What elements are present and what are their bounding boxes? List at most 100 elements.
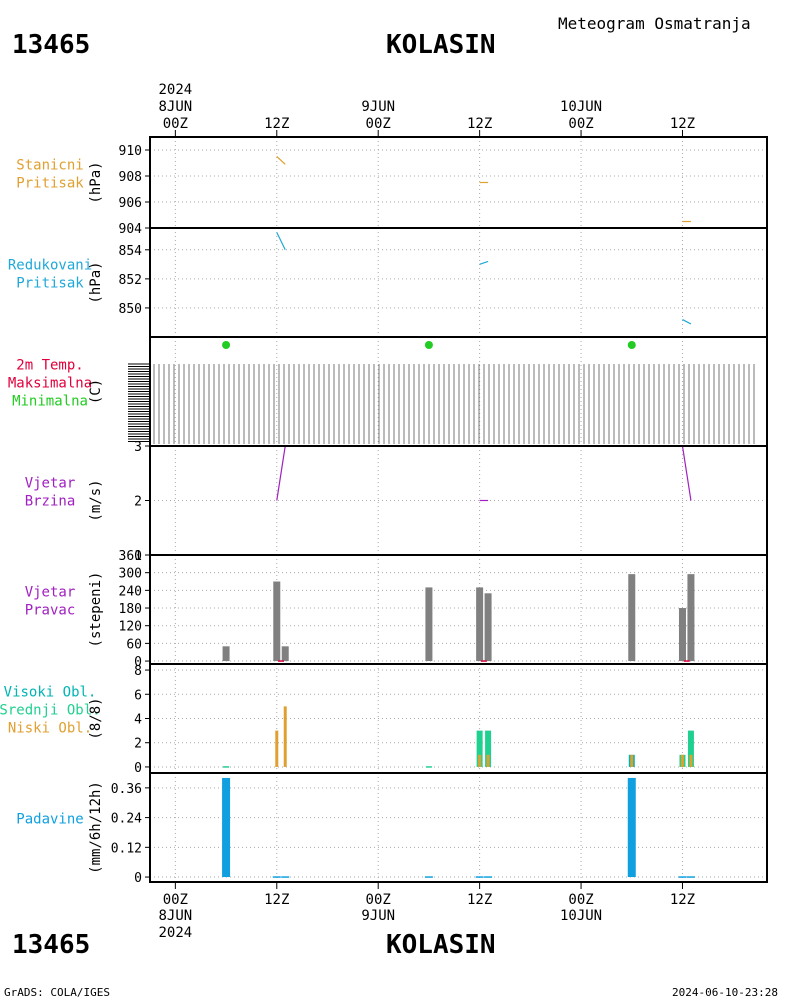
panel-label: Padavine — [16, 812, 83, 828]
y-tick-label: 0.36 — [111, 782, 142, 797]
cloud-low-bar — [283, 706, 287, 767]
wind-direction-bar — [425, 587, 433, 662]
x-date-label: 10JUN — [560, 908, 602, 924]
panel-label: Niski Obl. — [8, 721, 92, 737]
x-tick-label: 00Z — [163, 116, 188, 132]
y-tick-label: 852 — [119, 273, 142, 288]
station-name: KOLASIN — [386, 30, 496, 60]
footer-credit: GrADS: COLA/IGES — [4, 986, 110, 999]
y-tick-label: 180 — [119, 602, 142, 617]
x-year-label: 2024 — [158, 82, 192, 98]
series-line-segment — [681, 445, 692, 501]
x-tick-label: 00Z — [568, 892, 593, 908]
precip-bar — [222, 777, 231, 878]
panel-label: Vjetar — [25, 476, 76, 492]
station-name-bottom: KOLASIN — [386, 930, 496, 960]
x-date-label: 9JUN — [361, 908, 395, 924]
series-line-segment — [276, 156, 286, 165]
y-axis-label: (stepeni) — [88, 572, 104, 648]
panel-label: Brzina — [25, 494, 76, 510]
y-tick-label: 240 — [119, 584, 142, 599]
series-line-segment — [276, 445, 286, 501]
y-tick-label: 3 — [134, 440, 142, 455]
wind-direction-bar — [222, 646, 230, 662]
series-line-segment — [276, 232, 286, 251]
x-date-label: 8JUN — [158, 99, 192, 115]
y-axis-label: (hPa) — [88, 161, 104, 203]
y-tick-label: 0 — [134, 761, 142, 776]
cloud-low-bar — [486, 754, 490, 767]
panel-label: Vjetar — [25, 585, 76, 601]
x-tick-label: 00Z — [568, 116, 593, 132]
y-tick-label: 360 — [119, 549, 142, 564]
temp-min-marker — [222, 341, 231, 349]
y-tick-label: 0 — [134, 655, 142, 670]
panel-label: Stanicni — [16, 158, 83, 174]
station-id: 13465 — [12, 30, 91, 60]
x-date-label: 10JUN — [560, 99, 602, 115]
y-tick-label: 120 — [119, 620, 142, 635]
cloud-low-bar — [478, 754, 482, 767]
x-tick-label: 12Z — [670, 892, 695, 908]
y-tick-label: 4 — [134, 713, 142, 728]
cloud-low-bar — [689, 754, 693, 767]
temp-min-marker — [627, 341, 636, 349]
wind-direction-bar — [281, 646, 289, 662]
x-tick-label: 12Z — [467, 116, 492, 132]
wind-direction-bar — [484, 593, 492, 662]
y-axis-label: (hPa) — [88, 261, 104, 303]
panel-label: Pravac — [25, 603, 76, 619]
series-line-segment — [682, 319, 692, 325]
y-tick-label: 0 — [134, 871, 142, 886]
panel-label: Srednji Obl. — [0, 703, 101, 719]
y-tick-label: 906 — [119, 196, 142, 211]
y-axis-label: (C) — [88, 379, 104, 404]
cloud-mid-bar — [485, 730, 492, 767]
y-tick-label: 6 — [134, 688, 142, 703]
y-tick-label: 8 — [134, 664, 142, 679]
y-tick-label: 0.24 — [111, 812, 142, 827]
cloud-mid-bar — [687, 730, 694, 767]
wind-direction-bar — [273, 581, 281, 662]
x-date-label: 8JUN — [158, 908, 192, 924]
panel-label: Pritisak — [16, 276, 84, 292]
panel-label: 2m Temp. — [16, 358, 83, 374]
x-tick-label: 12Z — [264, 892, 289, 908]
temp-min-marker — [424, 341, 433, 349]
y-tick-label: 2 — [134, 737, 142, 752]
cloud-low-bar — [275, 730, 279, 767]
x-tick-label: 12Z — [264, 116, 289, 132]
y-tick-label: 910 — [119, 144, 142, 159]
wind-direction-bar — [476, 587, 484, 662]
y-tick-label: 2 — [134, 495, 142, 510]
panel-frame — [149, 554, 768, 665]
product-title: Meteogram Osmatranja — [558, 14, 751, 33]
wind-direction-bar — [678, 608, 686, 662]
x-tick-label: 00Z — [366, 116, 391, 132]
x-tick-label: 12Z — [467, 892, 492, 908]
panel-frame — [149, 136, 768, 229]
y-axis-label: (8/8) — [88, 697, 104, 739]
panel-label: Pritisak — [16, 176, 84, 192]
wind-direction-bar — [628, 574, 636, 662]
footer-timestamp: 2024-06-10-23:28 — [672, 986, 778, 999]
panel-label: Maksimalna — [8, 376, 92, 392]
y-axis-label: (m/s) — [88, 479, 104, 521]
x-tick-label: 00Z — [366, 892, 391, 908]
cloud-low-bar — [680, 754, 684, 767]
y-tick-label: 300 — [119, 567, 142, 582]
panel-frame — [149, 336, 768, 447]
wind-direction-bar — [687, 574, 695, 662]
x-date-label: 9JUN — [361, 99, 395, 115]
station-id-bottom: 13465 — [12, 930, 91, 960]
precip-bar — [627, 777, 636, 878]
cloud-low-bar — [630, 754, 634, 767]
x-year-label: 2024 — [158, 925, 192, 941]
y-tick-label: 850 — [119, 302, 142, 317]
cloud-mid-bar — [476, 730, 483, 767]
y-axis-label: (mm/6h/12h) — [88, 781, 104, 874]
series-line-segment — [479, 260, 489, 265]
x-tick-label: 12Z — [670, 116, 695, 132]
panel-label: Minimalna — [12, 394, 88, 410]
